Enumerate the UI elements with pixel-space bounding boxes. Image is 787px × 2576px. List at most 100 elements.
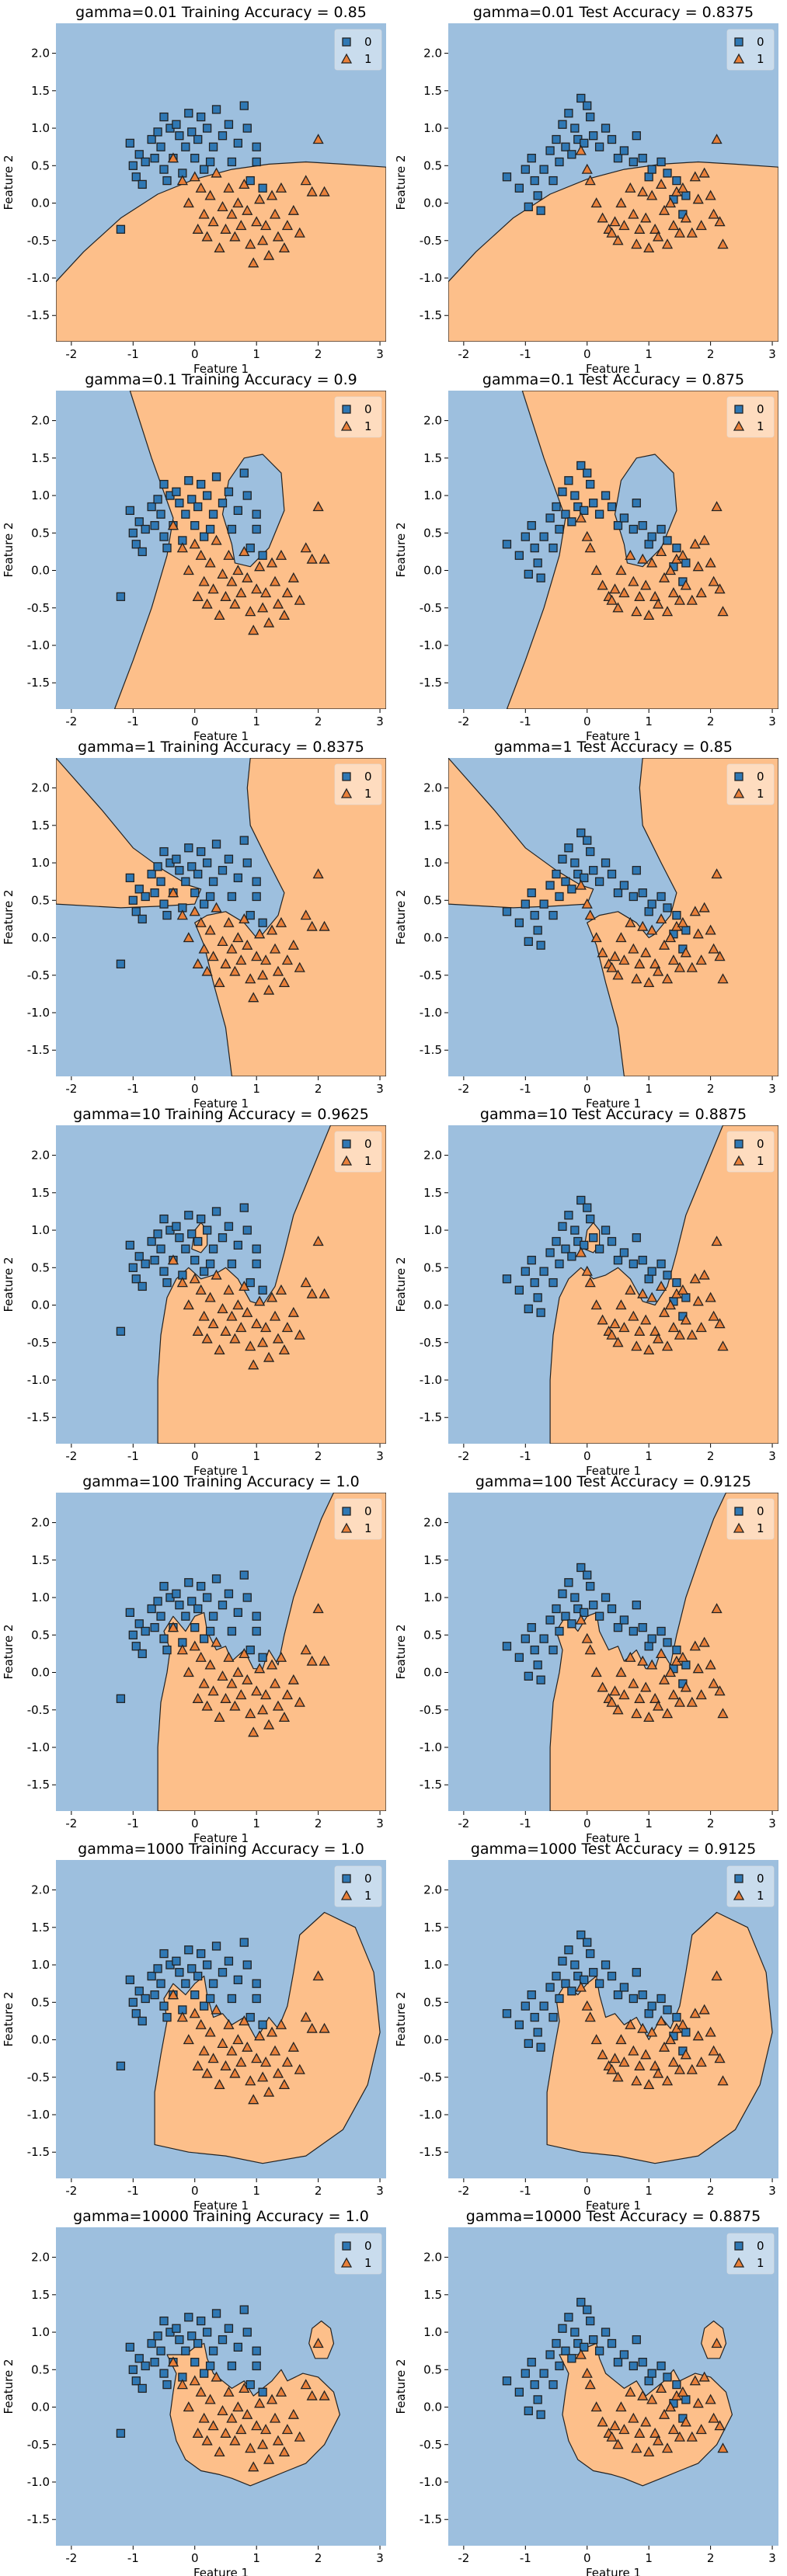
x-tick-label: 0 (583, 714, 591, 728)
y-tick-label: -0.5 (27, 968, 50, 982)
point-class-1 (649, 223, 661, 234)
point-class-0 (527, 1255, 536, 1265)
y-tick-label: 0.5 (31, 1995, 50, 2009)
plot-area (448, 1860, 778, 2178)
x-tick-label: 0 (191, 714, 199, 728)
point-class-0 (202, 1225, 212, 1235)
point-class-1 (189, 171, 200, 182)
point-class-1 (287, 1306, 299, 1317)
point-class-1 (686, 594, 698, 605)
point-class-1 (680, 1681, 691, 1692)
point-class-1 (254, 1295, 266, 1306)
point-class-1 (637, 920, 649, 931)
y-axis-label: Feature 2 (394, 523, 408, 578)
point-class-0 (153, 1597, 162, 1606)
point-class-0 (233, 506, 242, 516)
point-class-0 (138, 1281, 147, 1291)
point-class-1 (195, 2386, 207, 2397)
legend-marker-0 (342, 772, 351, 781)
point-class-1 (584, 175, 596, 186)
point-class-0 (193, 1604, 203, 1614)
point-class-1 (192, 1692, 204, 1703)
point-class-0 (555, 1994, 564, 2004)
point-class-0 (239, 836, 249, 845)
point-class-1 (628, 2412, 639, 2423)
point-class-1 (167, 1622, 179, 1632)
point-class-0 (227, 1994, 237, 2004)
point-class-1 (245, 606, 256, 617)
point-class-0 (224, 854, 234, 864)
point-class-1 (584, 2379, 596, 2390)
point-class-1 (229, 965, 241, 976)
x-tick-label: 3 (768, 347, 776, 361)
chart-title: gamma=10000 Test Accuracy = 0.8875 (466, 2208, 761, 2225)
point-class-0 (125, 1975, 134, 1985)
point-class-1 (674, 961, 685, 972)
point-class-1 (176, 1644, 188, 1655)
y-tick-label: -0.5 (27, 1703, 50, 1717)
point-class-1 (667, 2424, 680, 2435)
point-class-0 (208, 142, 218, 151)
point-class-0 (521, 2369, 530, 2378)
x-tick-label: 1 (252, 1082, 260, 1096)
y-tick-label: -0.5 (420, 1336, 442, 1350)
point-class-0 (184, 109, 193, 118)
point-class-1 (631, 1708, 642, 1719)
subplot-7: gamma=10 Training Accuracy = 0.9625 -2 -1 0… (2, 1106, 386, 1478)
point-class-1 (239, 546, 250, 557)
point-class-1 (584, 1277, 596, 1288)
point-class-1 (677, 182, 688, 193)
point-class-1 (207, 1318, 219, 1329)
point-class-0 (200, 1634, 209, 1643)
legend-box (334, 763, 382, 805)
x-tick-label: 1 (252, 1449, 260, 1463)
point-class-1 (220, 2060, 232, 2070)
point-class-0 (524, 2406, 533, 2416)
point-class-0 (205, 892, 215, 902)
point-class-0 (125, 1240, 134, 1250)
point-class-0 (644, 2009, 653, 2018)
point-class-1 (664, 1299, 677, 1310)
point-class-0 (632, 866, 641, 875)
y-tick-label: 0.0 (423, 931, 442, 945)
x-tick-label: 0 (191, 2184, 199, 2198)
point-class-1 (294, 2431, 305, 2442)
point-class-1 (183, 1299, 194, 1310)
point-class-0 (561, 142, 570, 151)
x-tick-label: 1 (645, 347, 653, 361)
point-class-1 (606, 2431, 618, 2442)
point-class-1 (708, 1677, 719, 1688)
y-tick-label: -1.5 (27, 2512, 50, 2526)
point-class-0 (211, 105, 221, 114)
legend-label-0: 0 (364, 1137, 372, 1151)
point-class-0 (233, 1608, 242, 1618)
point-class-0 (533, 926, 542, 935)
legend-label-0: 0 (757, 2239, 764, 2253)
point-class-0 (141, 524, 150, 534)
point-class-0 (561, 509, 570, 519)
point-class-1 (649, 2060, 661, 2070)
x-tick-label: 0 (583, 1449, 591, 1463)
point-class-0 (601, 858, 611, 867)
point-class-0 (153, 495, 162, 504)
point-class-0 (172, 854, 181, 864)
point-class-1 (217, 568, 228, 579)
point-class-1 (717, 1340, 729, 1351)
point-class-1 (661, 2442, 674, 2453)
point-class-1 (251, 216, 263, 227)
point-class-0 (647, 1634, 656, 1643)
x-tick-label: -1 (127, 1816, 139, 1830)
point-class-1 (257, 2439, 269, 2449)
point-class-0 (258, 918, 267, 927)
point-class-1 (211, 2371, 222, 2382)
point-class-0 (227, 892, 237, 902)
point-class-1 (708, 208, 719, 219)
point-class-0 (239, 468, 249, 478)
point-class-1 (590, 197, 602, 208)
point-class-1 (189, 906, 200, 916)
legend-marker-1 (733, 53, 745, 64)
point-class-1 (275, 549, 287, 560)
x-tick-label: 0 (583, 2551, 591, 2565)
point-class-1 (686, 1696, 698, 1707)
point-class-0 (629, 1626, 638, 1636)
